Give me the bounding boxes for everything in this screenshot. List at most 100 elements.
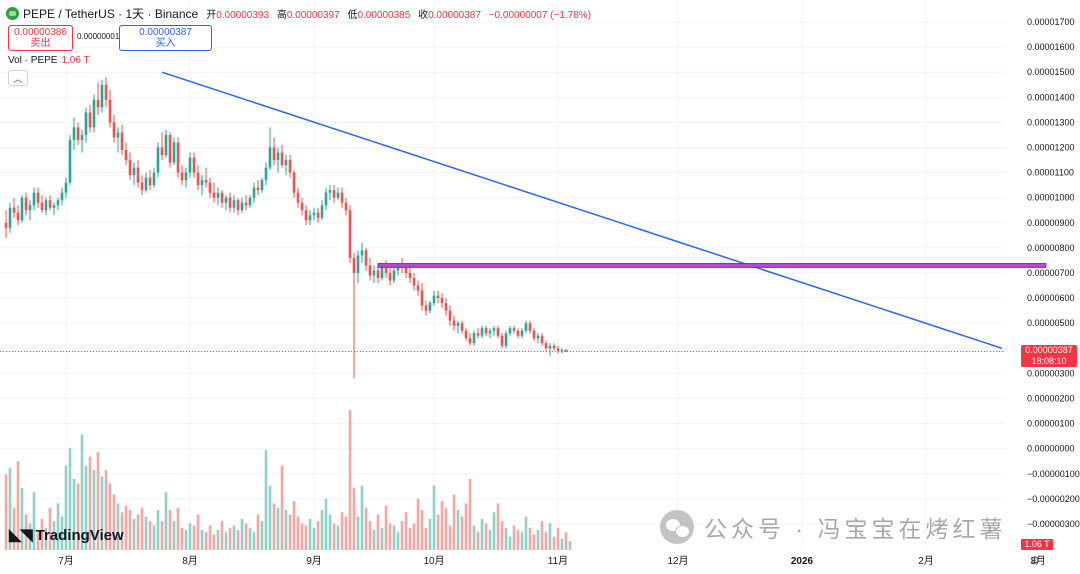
candle: [392, 267, 396, 284]
candle-body: [340, 192, 344, 203]
candle: [136, 160, 140, 188]
candle: [280, 144, 284, 168]
candle-body: [240, 202, 244, 211]
candle: [520, 328, 524, 339]
candle: [336, 187, 340, 201]
candle-body: [168, 134, 172, 163]
candle: [440, 293, 444, 309]
volume-bar: [164, 492, 168, 550]
candle-body: [100, 84, 104, 108]
candle-body: [488, 330, 492, 334]
candle: [452, 315, 456, 331]
price-tick-label: 0.00000800: [1027, 243, 1075, 253]
candle-body: [440, 298, 444, 304]
candle: [428, 300, 432, 314]
candle-body: [252, 187, 256, 198]
time-tick-label: 2月: [918, 555, 934, 567]
candle-body: [380, 267, 384, 279]
candle-body: [504, 333, 508, 346]
volume-bar: [504, 527, 508, 550]
candle: [536, 333, 540, 344]
volume-bar: [36, 532, 40, 550]
candle-body: [276, 152, 280, 161]
volume-legend[interactable]: Vol · PEPE 1.06 T: [8, 55, 90, 66]
chevron-up-icon[interactable]: ︿: [8, 70, 28, 86]
candle-body: [512, 328, 516, 331]
candle: [28, 200, 32, 221]
price-axis: 0.00001700 0.00001600 0.00001500 0.00001400…: [1027, 17, 1080, 529]
candle-body: [552, 345, 556, 349]
volume-bar: [444, 507, 448, 550]
candle-body: [44, 200, 48, 211]
buy-button[interactable]: 0.00000387 买入: [119, 25, 212, 51]
candle: [540, 333, 544, 346]
volume-bar: [396, 532, 400, 550]
candle: [468, 333, 472, 346]
volume-bar: [48, 507, 52, 550]
sell-button[interactable]: 0.00000386 卖出: [8, 25, 73, 51]
candle: [48, 195, 52, 211]
candle-body: [476, 333, 480, 336]
price-tick-label: −0.00000300: [1027, 519, 1080, 529]
candle: [168, 132, 172, 168]
gear-icon[interactable]: ⚙: [1030, 555, 1040, 567]
descending-trendline[interactable]: [161, 71, 1003, 350]
candle: [544, 340, 548, 351]
sell-price: 0.00000386: [14, 27, 67, 38]
candle-body: [448, 310, 452, 321]
candle-body: [316, 212, 320, 218]
volume-bar: [380, 527, 384, 550]
volume-bar: [272, 503, 276, 550]
candle-body: [296, 192, 300, 203]
candle: [324, 187, 328, 211]
volume-bar: [332, 523, 336, 550]
open-label: 开: [206, 9, 217, 21]
candle-body: [388, 273, 392, 281]
candle: [368, 257, 372, 281]
candle-body: [236, 200, 240, 211]
volume-bar: [496, 503, 500, 550]
volume-bar: [288, 514, 292, 550]
volume-bar: [340, 512, 344, 550]
volume-bar: [60, 516, 64, 550]
price-tick-label: 0.00000500: [1027, 318, 1075, 328]
candle: [192, 152, 196, 178]
candle-body: [196, 172, 200, 186]
candle: [276, 147, 280, 173]
candle: [328, 185, 332, 201]
candle-body: [288, 160, 292, 173]
candle-body: [368, 265, 372, 276]
candle-body: [392, 270, 396, 281]
volume-bar: [424, 527, 428, 550]
volume-bar: [452, 494, 456, 550]
volume-bar: [484, 523, 488, 550]
volume-bar: [64, 465, 68, 550]
candle: [36, 187, 40, 208]
candle: [216, 187, 220, 206]
candle-body: [524, 323, 528, 331]
symbol-title[interactable]: PEPE / TetherUS · 1天 · Binance: [23, 6, 199, 21]
candle-body: [52, 205, 56, 208]
candle-body: [436, 295, 440, 299]
candle-body: [208, 182, 212, 193]
candle: [16, 205, 20, 226]
time-tick-label: 2026: [791, 556, 814, 567]
volume-bar: [260, 521, 264, 550]
volume-bar: [224, 532, 228, 550]
high-label: 高: [276, 9, 287, 21]
candle-body: [260, 180, 264, 191]
candle: [184, 167, 188, 188]
volume-bar: [196, 514, 200, 550]
volume-bar: [536, 530, 540, 550]
volume-bar: [228, 527, 232, 550]
candle-body: [148, 177, 152, 186]
time-tick-label: 10月: [423, 555, 444, 567]
resistance-zone[interactable]: [377, 263, 1047, 268]
candle-body: [472, 333, 476, 344]
ohlc-readout: 开0.00000393 高0.00000397 低0.00000385 收0.0…: [206, 6, 596, 21]
volume-bar: [124, 505, 128, 550]
candle-body: [60, 192, 64, 201]
volume-bar: [552, 536, 556, 550]
candle: [268, 127, 272, 171]
